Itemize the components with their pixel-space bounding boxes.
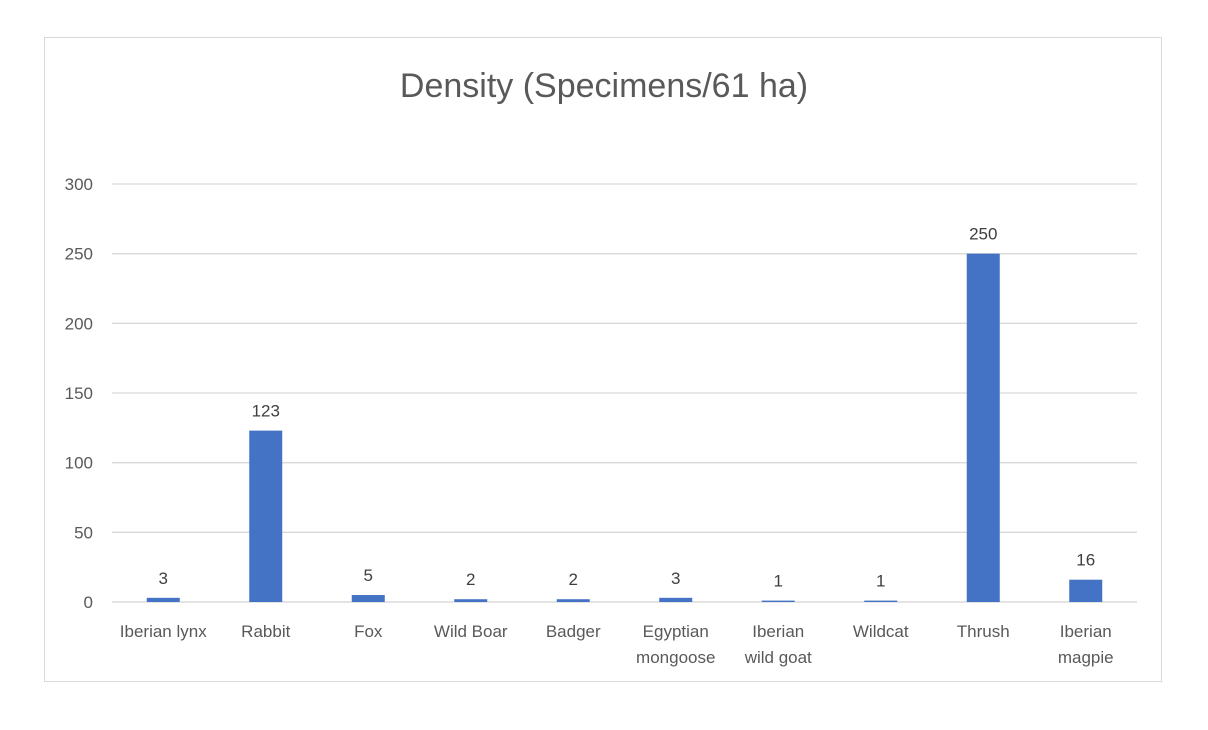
x-tick-label-line: Iberian: [752, 622, 804, 641]
y-tick-label: 150: [65, 384, 93, 403]
gridlines: [112, 183, 1137, 603]
data-label: 1: [774, 572, 783, 591]
x-tick-label-line: Iberian lynx: [120, 622, 207, 641]
data-label: 1: [876, 572, 885, 591]
x-tick-label-line: Badger: [546, 622, 601, 641]
y-axis: 0 50 100 150 200 250 300: [65, 175, 93, 612]
data-label: 3: [159, 569, 168, 588]
x-tick-label: Badger: [546, 622, 601, 641]
y-tick-label: 100: [65, 454, 93, 473]
x-tick-label-line: Wildcat: [853, 622, 909, 641]
x-tick-label: Iberian wild goat: [744, 622, 812, 667]
x-tick-label: Thrush: [957, 622, 1010, 641]
data-label: 123: [252, 402, 280, 421]
x-tick-label-line: Rabbit: [241, 622, 290, 641]
y-tick-label: 50: [74, 523, 93, 542]
bar: [659, 597, 693, 602]
bar: [146, 597, 180, 602]
y-tick-label: 200: [65, 314, 93, 333]
chart-title: Density (Specimens/61 ha): [400, 67, 808, 105]
x-tick-label: Iberian magpie: [1058, 622, 1114, 667]
x-tick-label-line: wild goat: [744, 648, 812, 667]
bar: [864, 600, 898, 602]
x-tick-label-line: Egyptian: [643, 622, 709, 641]
x-tick-label: Fox: [354, 622, 383, 641]
x-tick-label: Rabbit: [241, 622, 290, 641]
x-axis: Iberian lynx Rabbit Fox Wild Boar Badger Egyp…: [120, 622, 1114, 667]
bar: [1069, 579, 1103, 602]
x-tick-label: Egyptian mongoose: [636, 622, 715, 667]
x-tick-label-line: Iberian: [1060, 622, 1112, 641]
bar: [454, 599, 488, 602]
data-label: 16: [1076, 551, 1095, 570]
x-tick-label-line: magpie: [1058, 648, 1114, 667]
bar: [249, 430, 283, 602]
bar: [351, 595, 385, 602]
y-tick-label: 250: [65, 245, 93, 264]
data-label: 5: [364, 566, 373, 585]
x-tick-label-line: Fox: [354, 622, 383, 641]
x-tick-label-line: Wild Boar: [434, 622, 508, 641]
x-tick-label: Wild Boar: [434, 622, 508, 641]
bar: [556, 599, 590, 602]
x-tick-label-line: mongoose: [636, 648, 715, 667]
x-tick-label: Wildcat: [853, 622, 909, 641]
bars: [146, 253, 1103, 602]
data-label: 2: [569, 570, 578, 589]
bar: [761, 600, 795, 602]
data-label: 250: [969, 225, 997, 244]
y-tick-label: 300: [65, 175, 93, 194]
bar: [966, 253, 1000, 602]
y-tick-label: 0: [84, 593, 93, 612]
data-labels: 3 123 5 2 2 3 1 1 250 16: [159, 225, 1096, 591]
x-tick-label-line: Thrush: [957, 622, 1010, 641]
data-label: 2: [466, 570, 475, 589]
x-tick-label: Iberian lynx: [120, 622, 207, 641]
data-label: 3: [671, 569, 680, 588]
